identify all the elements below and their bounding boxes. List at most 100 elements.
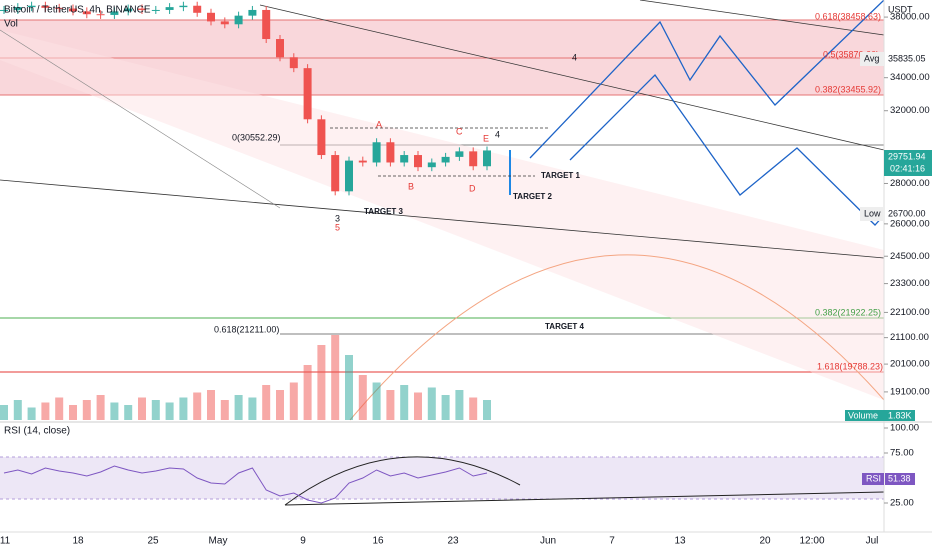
- rsi-tag: [885, 473, 915, 485]
- wave-label: C: [456, 126, 463, 136]
- volume-bar: [441, 395, 450, 420]
- candle: [469, 151, 478, 167]
- rsi-trend: [284, 491, 885, 506]
- volume-bar: [207, 390, 215, 420]
- candle: [400, 155, 409, 163]
- volume-bar: [234, 395, 243, 420]
- candle: [358, 160, 367, 163]
- fib-label: 0.5(35870.66): [823, 49, 879, 59]
- candle: [0, 9, 8, 11]
- candle: [276, 39, 284, 58]
- y-tick-label: 21100.00: [890, 332, 929, 343]
- annotations: 0.618(38458.63) 0.5(35870.66) 0.382(3345…: [214, 11, 883, 371]
- target-label: TARGET 4: [545, 322, 585, 331]
- y-tick-label: 34000.00: [890, 72, 930, 83]
- x-tick-label: 23: [447, 536, 459, 547]
- volume-bar: [82, 400, 91, 420]
- y-tick-label: 24500.00: [890, 251, 930, 262]
- volume-bar: [138, 397, 146, 420]
- volume-bar: [41, 402, 50, 420]
- x-tick-label: 25: [147, 536, 159, 547]
- price-tag: [884, 150, 932, 176]
- avg-tag: [860, 52, 884, 66]
- volume-bar: [193, 392, 202, 420]
- symbol-title: Bitcoin / TetherUS, 4h, BINANCE: [4, 5, 151, 16]
- candle: [207, 12, 215, 22]
- candle: [248, 9, 257, 16]
- wave-label: A: [376, 119, 382, 129]
- arc: [349, 254, 885, 421]
- volume-tag-label: Volume: [848, 410, 878, 420]
- volume-bar: [220, 400, 229, 420]
- volume-bar: [317, 345, 326, 420]
- wave-label: 3: [335, 213, 340, 223]
- y-tick-label: 22100.00: [890, 307, 930, 318]
- wave-label: B: [408, 181, 414, 191]
- x-tick-label: 18: [72, 536, 84, 547]
- candle: [303, 68, 312, 120]
- rsi-value: 51.38: [888, 473, 911, 483]
- fib-label: 0.382(33455.92): [815, 84, 881, 94]
- low-label: Low: [864, 208, 881, 218]
- volume-bar: [27, 407, 36, 420]
- candle: [262, 9, 271, 40]
- volume-bar: [303, 365, 312, 420]
- rsi-tick-label: 25.00: [890, 498, 914, 509]
- low-value: 26700.00: [888, 208, 926, 218]
- candle: [138, 8, 146, 10]
- volume-bar: [414, 392, 422, 420]
- channel: [0, 30, 884, 400]
- x-tick-label: Jul: [866, 536, 879, 547]
- volume-bar: [179, 397, 188, 420]
- target-label: TARGET 1: [541, 171, 581, 180]
- volume-title: Vol: [4, 19, 18, 30]
- y-tick-label: 28000.00: [890, 178, 930, 189]
- wave-label: 4: [495, 129, 500, 139]
- volume-bar: [386, 390, 395, 420]
- volume-bar: [345, 355, 353, 420]
- y-tick-label: 38000.00: [890, 12, 930, 23]
- wave-label: 4: [572, 52, 577, 62]
- candle: [82, 11, 91, 15]
- candle: [193, 5, 202, 13]
- rsi-title: RSI (14, close): [4, 426, 70, 437]
- volume-bar: [69, 405, 77, 420]
- y-tick-label: 20100.00: [890, 359, 930, 370]
- y-tick-label: 26000.00: [890, 218, 930, 229]
- volume-value: 1.83K: [888, 410, 912, 420]
- volume-tag: [845, 410, 885, 421]
- x-tick-label: 9: [300, 536, 306, 547]
- volume-bar: [455, 390, 464, 420]
- x-tick-label: 20: [759, 536, 771, 547]
- candle: [345, 160, 353, 192]
- candle: [151, 9, 160, 11]
- rsi-tag-label: RSI: [866, 473, 881, 483]
- trend-line: [0, 179, 885, 259]
- fib-label: 0(30552.29): [232, 132, 281, 142]
- projection: [569, 73, 885, 226]
- volume-bar: [276, 390, 284, 420]
- volume-bar: [124, 405, 133, 420]
- x-tick-label: Jun: [540, 536, 556, 547]
- projection: [529, 0, 885, 159]
- volume-tag: [885, 410, 915, 421]
- candle: [110, 11, 119, 15]
- candle: [427, 162, 436, 168]
- candle: [441, 156, 450, 163]
- volume-bar: [13, 400, 22, 420]
- candle: [455, 151, 464, 157]
- fib-label: 0.618(21211.00): [214, 324, 279, 334]
- x-tick-label: 13: [674, 536, 686, 547]
- volume-bar: [248, 397, 257, 420]
- x-tick-label: 16: [372, 536, 384, 547]
- candle: [69, 8, 77, 12]
- target-label: TARGET 2: [513, 192, 553, 201]
- candle: [220, 21, 229, 25]
- avg-label: Avg: [864, 53, 879, 63]
- rsi-tick-label: 75.00: [890, 448, 914, 459]
- trend-line: [0, 29, 281, 209]
- fib-label: 0.382(21922.25): [815, 307, 881, 317]
- low-tag: [860, 207, 884, 221]
- volume-bar: [331, 335, 340, 420]
